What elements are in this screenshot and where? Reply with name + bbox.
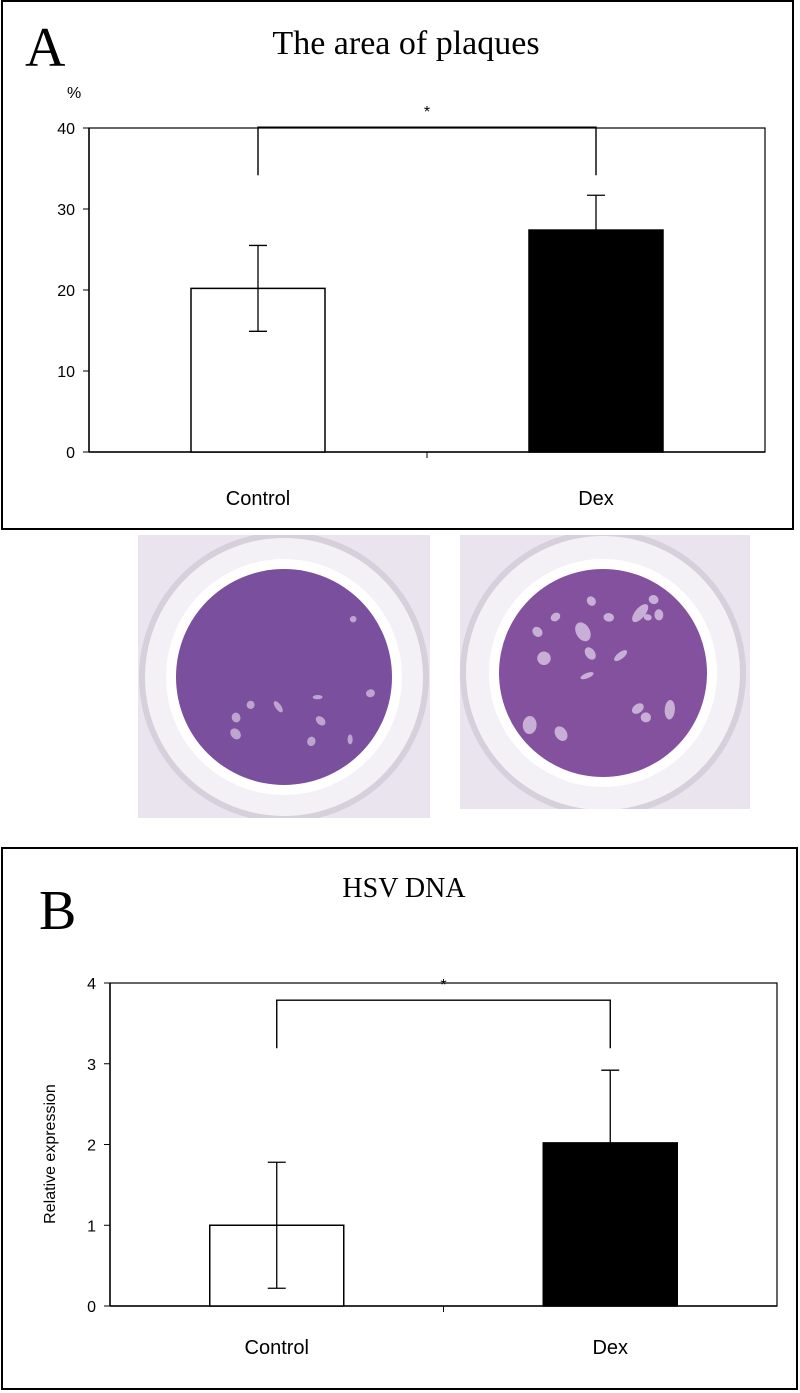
plaque-spot: [307, 736, 316, 747]
chart-a-svg: A The area of plaques % 0 10 20 30 40 Control…: [25, 17, 766, 510]
panel-b: B HSV DNA Relative expression 0 1 2 3 4 Contr…: [1, 847, 798, 1390]
chart-a-xtick-label-dex: Dex: [578, 488, 614, 510]
chart-a-plot: 0 10 20 30 40 Control Dex *: [57, 104, 766, 510]
plaque-spot: [632, 604, 649, 623]
plaque-photo-dex-svg: [460, 535, 750, 809]
chart-a-ylabel: %: [67, 85, 81, 102]
chart-b-svg: B HSV DNA Relative expression 0 1 2 3 4 Contr…: [39, 873, 778, 1359]
plaque-spot: [349, 615, 357, 623]
chart-b-significance-bracket: [276, 999, 611, 1049]
plaque-spot: [312, 695, 323, 700]
chart-b-ytick-label: 3: [87, 1057, 96, 1074]
chart-a-ytick-label: 0: [66, 445, 75, 462]
plaque-spot: [231, 712, 241, 723]
chart-b-ytick-label: 0: [87, 1299, 96, 1316]
chart-b-ytick-label: 4: [87, 976, 96, 993]
chart-a-ytick-label: 40: [57, 121, 75, 138]
panel-letter-a: A: [25, 17, 66, 79]
plaque-spot: [586, 596, 596, 606]
plaque-spot: [532, 626, 543, 637]
chart-b-significance-label: *: [440, 977, 446, 994]
chart-a-ytick-label: 10: [57, 364, 75, 381]
plaque-spot: [347, 734, 353, 745]
chart-a-xtick-label-control: Control: [226, 488, 290, 510]
chart-b-xtick-label-control: Control: [245, 1337, 309, 1359]
chart-a-significance-bracket: [257, 126, 597, 176]
well-dex: [499, 569, 707, 777]
chart-b-ylabel: Relative expression: [42, 1084, 59, 1224]
chart-a-title: The area of plaques: [272, 25, 539, 62]
chart-b-plot: 0 1 2 3 4 Control Dex *: [87, 976, 778, 1359]
plaque-spot: [603, 613, 615, 622]
plaque-spot: [365, 689, 375, 698]
chart-a-ytick-label: 20: [57, 283, 75, 300]
chart-b-ytick-label: 1: [87, 1218, 96, 1235]
plaque-spot: [580, 672, 594, 680]
plaque-spot: [246, 700, 255, 709]
plaque-spot: [640, 712, 651, 723]
plaque-spot: [550, 612, 561, 622]
chart-a-ytick-label: 30: [57, 202, 75, 219]
panel-a: A The area of plaques % 0 10 20 30 40 Control…: [1, 0, 794, 530]
plaque-spot: [631, 703, 644, 714]
plaque-spot: [230, 728, 241, 740]
panel-letter-b: B: [39, 880, 76, 942]
plaque-spot: [554, 726, 568, 741]
well-control: [176, 569, 392, 785]
plaque-spot: [584, 647, 596, 660]
chart-b-xtick-label-dex: Dex: [592, 1337, 628, 1359]
chart-a-significance-label: *: [424, 104, 430, 121]
plaque-spot: [643, 614, 652, 621]
plaque-spot: [575, 622, 591, 642]
plaque-spot: [315, 716, 326, 726]
plaque-spot: [614, 650, 628, 662]
plaque-spot: [537, 651, 551, 666]
chart-a-bar-control: [190, 287, 326, 453]
chart-b-ytick-label: 2: [87, 1138, 96, 1155]
chart-b-title: HSV DNA: [342, 873, 466, 904]
plaque-spot: [654, 609, 664, 621]
plaque-photo-control-svg: [138, 535, 430, 818]
plaque-spot: [273, 701, 283, 713]
chart-a-bar-dex: [528, 229, 664, 453]
plaque-photo-dex: [460, 535, 750, 809]
plaque-photo-control: [138, 535, 430, 818]
plaque-spot: [522, 716, 537, 735]
plaque-spot: [648, 595, 659, 605]
plaque-spot: [664, 699, 675, 720]
